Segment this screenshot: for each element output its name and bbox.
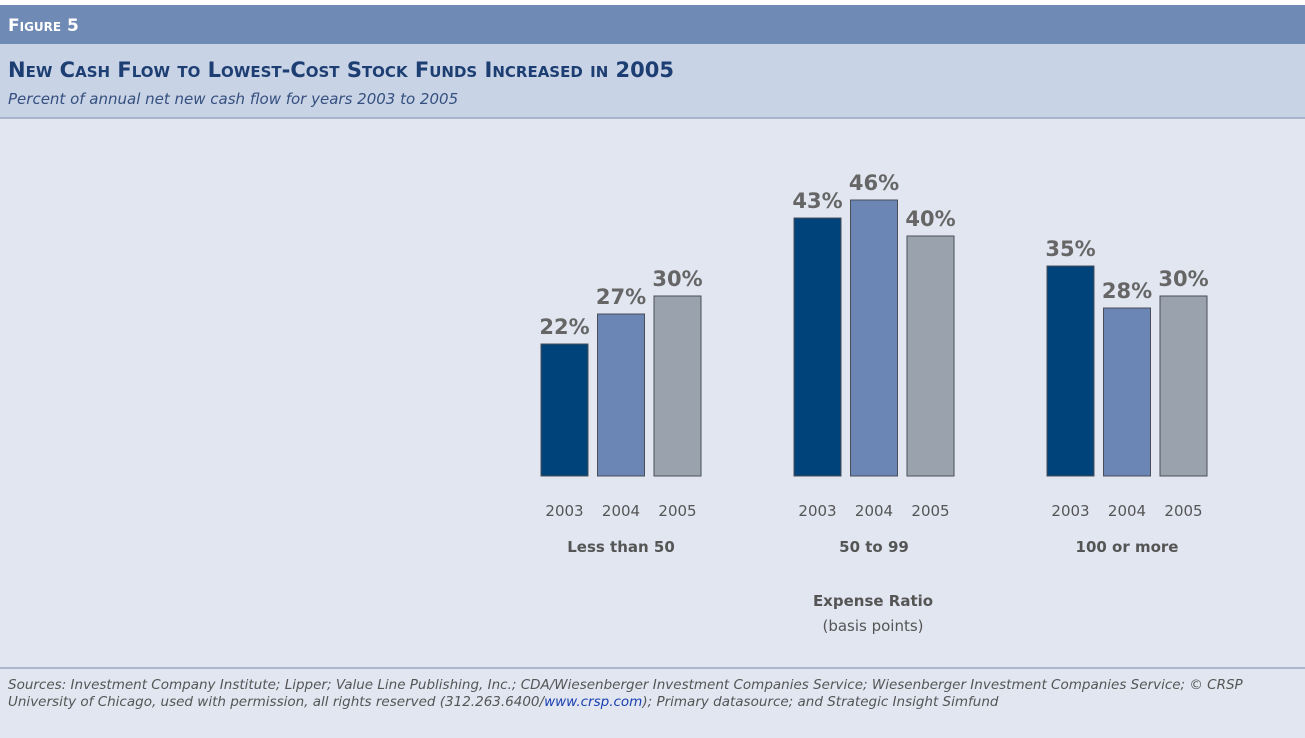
title-band: [0, 44, 1305, 118]
data-label: 30%: [652, 267, 702, 291]
x-tick-label: 2005: [911, 502, 949, 520]
figure-label: Figure 5: [8, 16, 79, 36]
data-label: 40%: [905, 207, 955, 231]
group-label: Less than 50: [567, 538, 675, 556]
source-text: ); Primary datasource; and Strategic Ins…: [642, 694, 999, 710]
bar: [597, 313, 645, 477]
top-edge: [0, 0, 1305, 5]
bar: [653, 295, 702, 477]
bar: [1159, 295, 1208, 477]
x-axis-label: Expense Ratio: [813, 592, 933, 610]
figure-band: [0, 5, 1305, 44]
group-label: 100 or more: [1076, 538, 1179, 556]
data-label: 27%: [596, 285, 646, 309]
x-axis-unit: (basis points): [822, 617, 923, 635]
bar: [540, 343, 589, 477]
bar: [1046, 265, 1095, 477]
bar: [1103, 307, 1151, 477]
x-tick-label: 2004: [602, 502, 640, 520]
data-label: 43%: [792, 189, 842, 213]
x-tick-label: 2004: [855, 502, 893, 520]
data-label: 28%: [1102, 279, 1152, 303]
bar: [793, 217, 842, 477]
chart-subtitle: Percent of annual net new cash flow for …: [8, 90, 458, 108]
x-tick-label: 2003: [798, 502, 836, 520]
x-tick-label: 2004: [1108, 502, 1146, 520]
x-tick-label: 2003: [1051, 502, 1089, 520]
data-label: 35%: [1045, 237, 1095, 261]
chart: Figure 5 New Cash Flow to Lowest-Cost St…: [0, 0, 1305, 669]
group-label: 50 to 99: [839, 538, 909, 556]
data-label: 22%: [539, 315, 589, 339]
x-tick-label: 2005: [1164, 502, 1202, 520]
x-tick-label: 2005: [658, 502, 696, 520]
data-label: 30%: [1158, 267, 1208, 291]
data-label: 46%: [849, 171, 899, 195]
bar: [850, 199, 898, 477]
source-text: Sources: Investment Company Institute; L…: [8, 677, 1243, 710]
chart-title: New Cash Flow to Lowest-Cost Stock Funds…: [8, 58, 674, 82]
source-note: Sources: Investment Company Institute; L…: [8, 677, 1248, 711]
x-tick-label: 2003: [545, 502, 583, 520]
source-link[interactable]: www.crsp.com: [544, 694, 643, 710]
bar: [906, 235, 955, 477]
